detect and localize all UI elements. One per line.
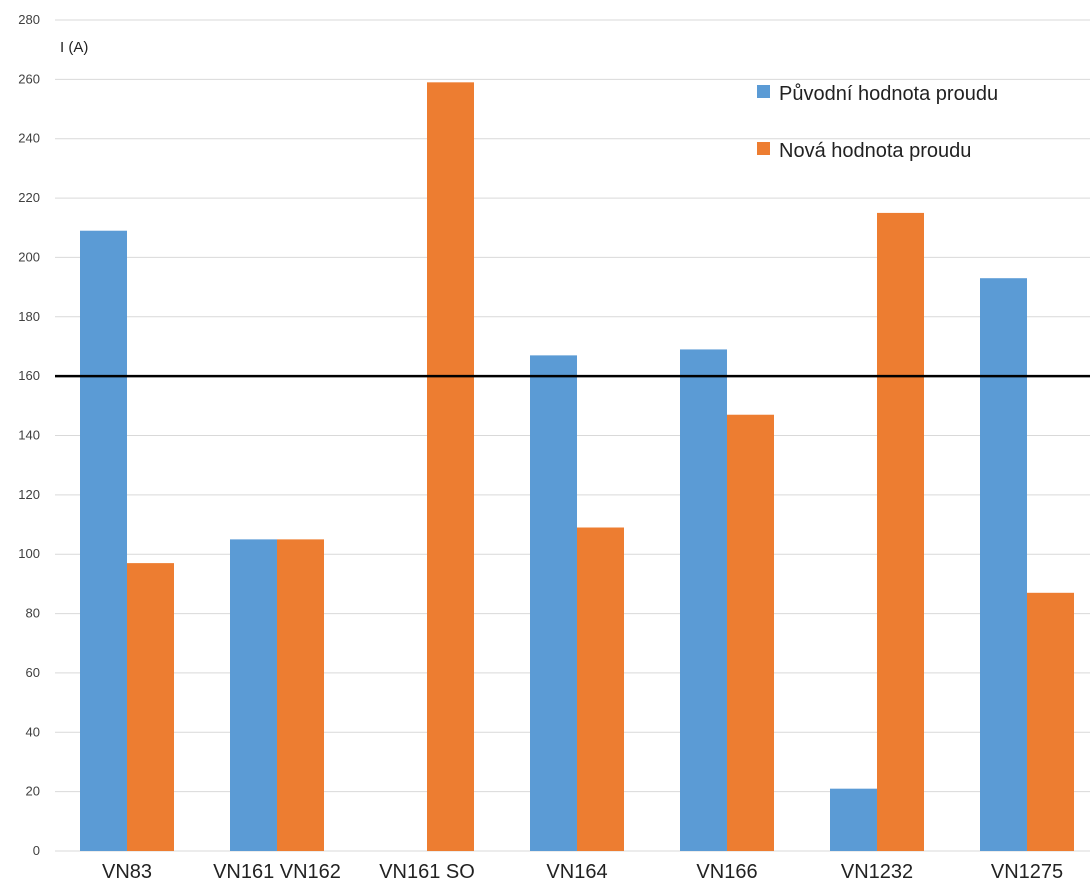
x-tick-VN1275: VN1275 — [991, 861, 1063, 883]
bar-VN166-s1 — [727, 414, 774, 851]
bar-VN83-s1 — [127, 563, 174, 851]
bar-VN1232-s1 — [877, 212, 924, 852]
x-tick-VN83: VN83 — [102, 861, 152, 883]
x-axis-categories: VN83 VN161 VN162 VN161 SO VN164 VN166 VN1232 V… — [102, 861, 1063, 883]
x-tick-VN161-SO: VN161 SO — [379, 861, 475, 883]
y-tick-0: 0 — [33, 843, 40, 858]
y-tick-100: 100 — [18, 546, 40, 561]
y-tick-220: 220 — [18, 190, 40, 205]
legend-swatch-nova — [757, 142, 770, 155]
x-tick-VN164: VN164 — [546, 861, 607, 883]
bar-VN166-s0 — [680, 349, 727, 851]
bar-VN1232-s0 — [830, 788, 877, 851]
legend-label-nova: Nová hodnota proudu — [779, 140, 971, 162]
y-tick-200: 200 — [18, 249, 40, 264]
y-tick-120: 120 — [18, 487, 40, 502]
y-tick-80: 80 — [26, 606, 40, 621]
y-tick-240: 240 — [18, 131, 40, 146]
y-tick-40: 40 — [26, 724, 40, 739]
y-tick-260: 260 — [18, 71, 40, 86]
y-axis-ticks: 0 20 40 60 80 100 120 140 160 180 200 220 240 260 280 — [18, 12, 40, 858]
legend-label-puvodni: Původní hodnota proudu — [779, 83, 998, 105]
y-tick-60: 60 — [26, 665, 40, 680]
bar-VN164-s1 — [577, 527, 624, 851]
y-tick-160: 160 — [18, 368, 40, 383]
bar-VN1275-s0 — [980, 278, 1027, 851]
x-tick-VN161-VN162: VN161 VN162 — [213, 861, 341, 883]
y-tick-140: 140 — [18, 428, 40, 443]
bar-VN161-SO-s1 — [427, 82, 474, 851]
bar-VN161-VN162-s0 — [230, 539, 277, 851]
y-tick-20: 20 — [26, 784, 40, 799]
bar-VN162-s1 — [277, 539, 324, 851]
bar-VN1275-s1 — [1027, 592, 1074, 851]
x-tick-VN1232: VN1232 — [841, 861, 913, 883]
bars — [80, 82, 1074, 852]
y-tick-280: 280 — [18, 12, 40, 27]
bar-VN83-s0 — [80, 230, 127, 852]
x-tick-VN166: VN166 — [696, 861, 757, 883]
y-axis-label: I (A) — [60, 39, 88, 56]
legend: Původní hodnota proudu Nová hodnota prou… — [757, 83, 998, 162]
legend-swatch-puvodni — [757, 85, 770, 98]
y-tick-180: 180 — [18, 309, 40, 324]
bar-VN164-s0 — [530, 355, 577, 851]
